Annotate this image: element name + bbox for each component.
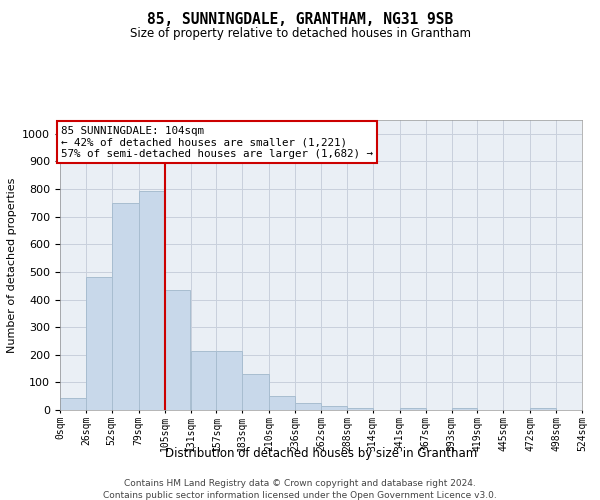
Text: Distribution of detached houses by size in Grantham: Distribution of detached houses by size …	[165, 448, 477, 460]
Bar	[217, 350, 242, 410]
Bar	[86, 276, 112, 410]
Y-axis label: Number of detached properties: Number of detached properties	[7, 178, 17, 352]
Bar	[452, 408, 478, 410]
Text: Contains public sector information licensed under the Open Government Licence v3: Contains public sector information licen…	[103, 491, 497, 500]
Text: 85 SUNNINGDALE: 104sqm
← 42% of detached houses are smaller (1,221)
57% of semi-: 85 SUNNINGDALE: 104sqm ← 42% of detached…	[61, 126, 373, 158]
Bar	[242, 374, 269, 410]
Bar	[530, 408, 556, 410]
Text: Contains HM Land Registry data © Crown copyright and database right 2024.: Contains HM Land Registry data © Crown c…	[124, 479, 476, 488]
Bar	[139, 191, 164, 410]
Bar	[164, 290, 190, 410]
Bar	[321, 406, 347, 410]
Text: 85, SUNNINGDALE, GRANTHAM, NG31 9SB: 85, SUNNINGDALE, GRANTHAM, NG31 9SB	[147, 12, 453, 28]
Bar	[191, 350, 217, 410]
Bar	[347, 408, 373, 410]
Bar	[269, 396, 295, 410]
Bar	[112, 203, 139, 410]
Bar	[295, 402, 321, 410]
Bar	[400, 408, 425, 410]
Text: Size of property relative to detached houses in Grantham: Size of property relative to detached ho…	[130, 28, 470, 40]
Bar	[60, 398, 86, 410]
